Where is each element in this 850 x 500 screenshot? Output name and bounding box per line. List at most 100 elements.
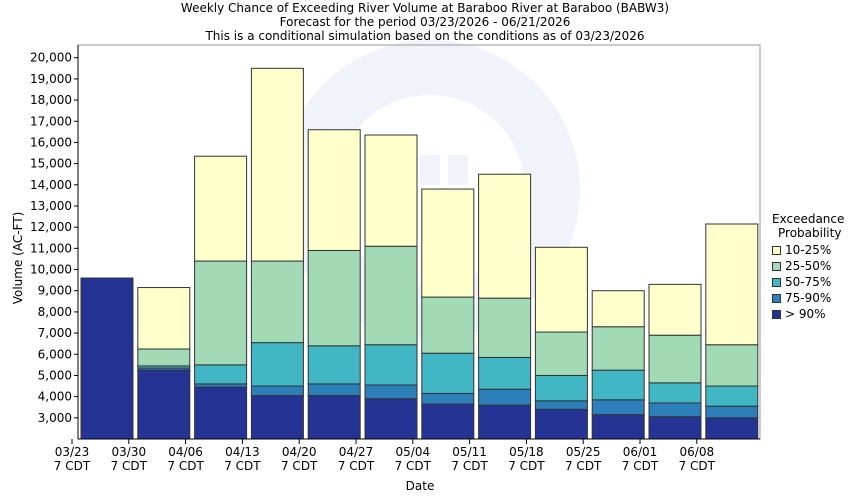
bar-segment-p75_90-05-18 bbox=[534, 400, 588, 410]
bar-segment-p75_90-06-08 bbox=[705, 405, 759, 419]
y-tick-label: 18,000 bbox=[30, 93, 72, 107]
bar-segment-gt90-04-27 bbox=[364, 398, 418, 440]
y-tick-label: 13,000 bbox=[30, 199, 72, 213]
bar-segment-p50_75-04-27 bbox=[364, 344, 418, 386]
legend-label-p75_90: 75-90% bbox=[785, 291, 832, 305]
x-tick-label-tz: 7 CDT bbox=[679, 459, 716, 473]
x-tick-label-tz: 7 CDT bbox=[395, 459, 432, 473]
bar-segment-p50_75-05-11 bbox=[478, 356, 532, 390]
x-tick-label-date: 06/01 bbox=[623, 445, 658, 459]
bar-segment-p50_75-05-04 bbox=[421, 352, 475, 394]
bar-segment-p25_50-05-25 bbox=[591, 326, 645, 371]
x-tick-label-date: 05/25 bbox=[566, 445, 601, 459]
bar-segment-gt90-04-06 bbox=[194, 386, 248, 440]
x-tick-label-tz: 7 CDT bbox=[338, 459, 375, 473]
y-tick-label: 3,000 bbox=[38, 411, 72, 425]
bar-segment-p75_90-05-04 bbox=[421, 392, 475, 405]
bar-segment-p75_90-05-25 bbox=[591, 399, 645, 416]
x-tick-label-tz: 7 CDT bbox=[167, 459, 204, 473]
y-tick-label: 12,000 bbox=[30, 220, 72, 234]
bar-segment-gt90-05-25 bbox=[591, 414, 645, 440]
legend: 10-25% 25-50% 50-75% 75-90% > 90% bbox=[772, 242, 831, 322]
bar-segment-p10_25-06-08 bbox=[705, 223, 759, 346]
x-tick-label-date: 05/18 bbox=[509, 445, 544, 459]
x-tick-label-tz: 7 CDT bbox=[281, 459, 318, 473]
chart-title: Weekly Chance of Exceeding River Volume … bbox=[180, 1, 670, 15]
legend-title: Exceedance Probability bbox=[772, 212, 850, 240]
bar-segment-p50_75-05-18 bbox=[534, 374, 588, 402]
bar-segment-p50_75-06-08 bbox=[705, 385, 759, 407]
bar-segment-p10_25-06-01 bbox=[648, 283, 702, 336]
bar-segment-p75_90-04-13 bbox=[250, 385, 304, 397]
legend-item-p25_50: 25-50% bbox=[772, 258, 831, 274]
y-axis-title: Volume (AC-FT) bbox=[11, 212, 25, 305]
chart-subtitle-conditions: This is a conditional simulation based o… bbox=[205, 29, 645, 43]
y-tick-label: 6,000 bbox=[38, 347, 72, 361]
x-tick-label-tz: 7 CDT bbox=[508, 459, 545, 473]
chart-subtitle-period: Forecast for the period 03/23/2026 - 06/… bbox=[279, 15, 571, 29]
bar-segment-gt90-05-11 bbox=[478, 404, 532, 440]
x-axis-title: Date bbox=[406, 479, 435, 493]
legend-title-line1: Exceedance bbox=[772, 212, 845, 226]
y-tick-label: 10,000 bbox=[30, 263, 72, 277]
legend-item-gt90: > 90% bbox=[772, 306, 831, 322]
legend-item-p75_90: 75-90% bbox=[772, 290, 831, 306]
bar-segment-p10_25-04-06 bbox=[194, 155, 248, 262]
x-tick-label-tz: 7 CDT bbox=[565, 459, 602, 473]
bar-segment-gt90-03-30 bbox=[137, 369, 191, 440]
y-tick-label: 5,000 bbox=[38, 368, 72, 382]
y-tick-label: 20,000 bbox=[30, 51, 72, 65]
bar-segment-p25_50-04-27 bbox=[364, 245, 418, 346]
bar-segment-p75_90-04-20 bbox=[307, 383, 361, 397]
bar-segment-p25_50-05-18 bbox=[534, 331, 588, 376]
y-tick-label: 15,000 bbox=[30, 157, 72, 171]
x-tick-label-date: 04/06 bbox=[168, 445, 203, 459]
x-tick-label-date: 03/30 bbox=[112, 445, 147, 459]
legend-label-p50_75: 50-75% bbox=[785, 275, 832, 289]
x-tick-label-date: 05/11 bbox=[452, 445, 487, 459]
x-tick-label-date: 03/23 bbox=[55, 445, 90, 459]
bar-segment-p10_25-05-11 bbox=[478, 173, 532, 299]
x-tick-label-date: 04/20 bbox=[282, 445, 317, 459]
bar-segment-p10_25-04-27 bbox=[364, 134, 418, 247]
bar-segment-p25_50-03-30 bbox=[137, 348, 191, 367]
bar-segment-p25_50-05-04 bbox=[421, 296, 475, 354]
y-tick-label: 4,000 bbox=[38, 390, 72, 404]
bar-segment-p10_25-05-04 bbox=[421, 188, 475, 298]
legend-swatch-p25_50 bbox=[772, 261, 781, 271]
y-tick-label: 17,000 bbox=[30, 114, 72, 128]
legend-label-p10_25: 10-25% bbox=[785, 243, 832, 257]
bar-segment-p25_50-06-08 bbox=[705, 344, 759, 387]
legend-item-p50_75: 50-75% bbox=[772, 274, 831, 290]
bar-segment-p25_50-04-13 bbox=[250, 260, 304, 344]
y-tick-label: 16,000 bbox=[30, 135, 72, 149]
bar-segment-p25_50-05-11 bbox=[478, 297, 532, 358]
bar-segment-p25_50-04-20 bbox=[307, 249, 361, 347]
x-tick-label-tz: 7 CDT bbox=[111, 459, 148, 473]
legend-label-p25_50: 25-50% bbox=[785, 259, 832, 273]
legend-swatch-p10_25 bbox=[772, 245, 781, 255]
bar-segment-p10_25-04-13 bbox=[250, 67, 304, 262]
x-tick-label-date: 05/04 bbox=[396, 445, 431, 459]
legend-item-p10_25: 10-25% bbox=[772, 242, 831, 258]
bar-segment-p75_90-04-27 bbox=[364, 384, 418, 400]
bars-layer bbox=[80, 67, 759, 440]
bar-segment-p10_25-05-18 bbox=[534, 246, 588, 333]
legend-swatch-p75_90 bbox=[772, 293, 781, 303]
x-tick-label-tz: 7 CDT bbox=[54, 459, 91, 473]
y-tick-label: 9,000 bbox=[38, 284, 72, 298]
bar-segment-p25_50-06-01 bbox=[648, 334, 702, 384]
bar-segment-gt90-06-01 bbox=[648, 416, 702, 440]
legend-title-line2: Probability bbox=[778, 226, 842, 240]
x-tick-label-date: 06/08 bbox=[680, 445, 715, 459]
bar-segment-gt90-05-18 bbox=[534, 408, 588, 440]
bar-segment-p25_50-04-06 bbox=[194, 260, 248, 366]
y-tick-label: 19,000 bbox=[30, 72, 72, 86]
bar-segment-p10_25-05-25 bbox=[591, 290, 645, 328]
bar-segment-p50_75-04-13 bbox=[250, 342, 304, 387]
x-tick-label-tz: 7 CDT bbox=[224, 459, 261, 473]
x-tick-label-tz: 7 CDT bbox=[622, 459, 659, 473]
bar-segment-p75_90-05-11 bbox=[478, 388, 532, 406]
y-tick-label: 14,000 bbox=[30, 178, 72, 192]
